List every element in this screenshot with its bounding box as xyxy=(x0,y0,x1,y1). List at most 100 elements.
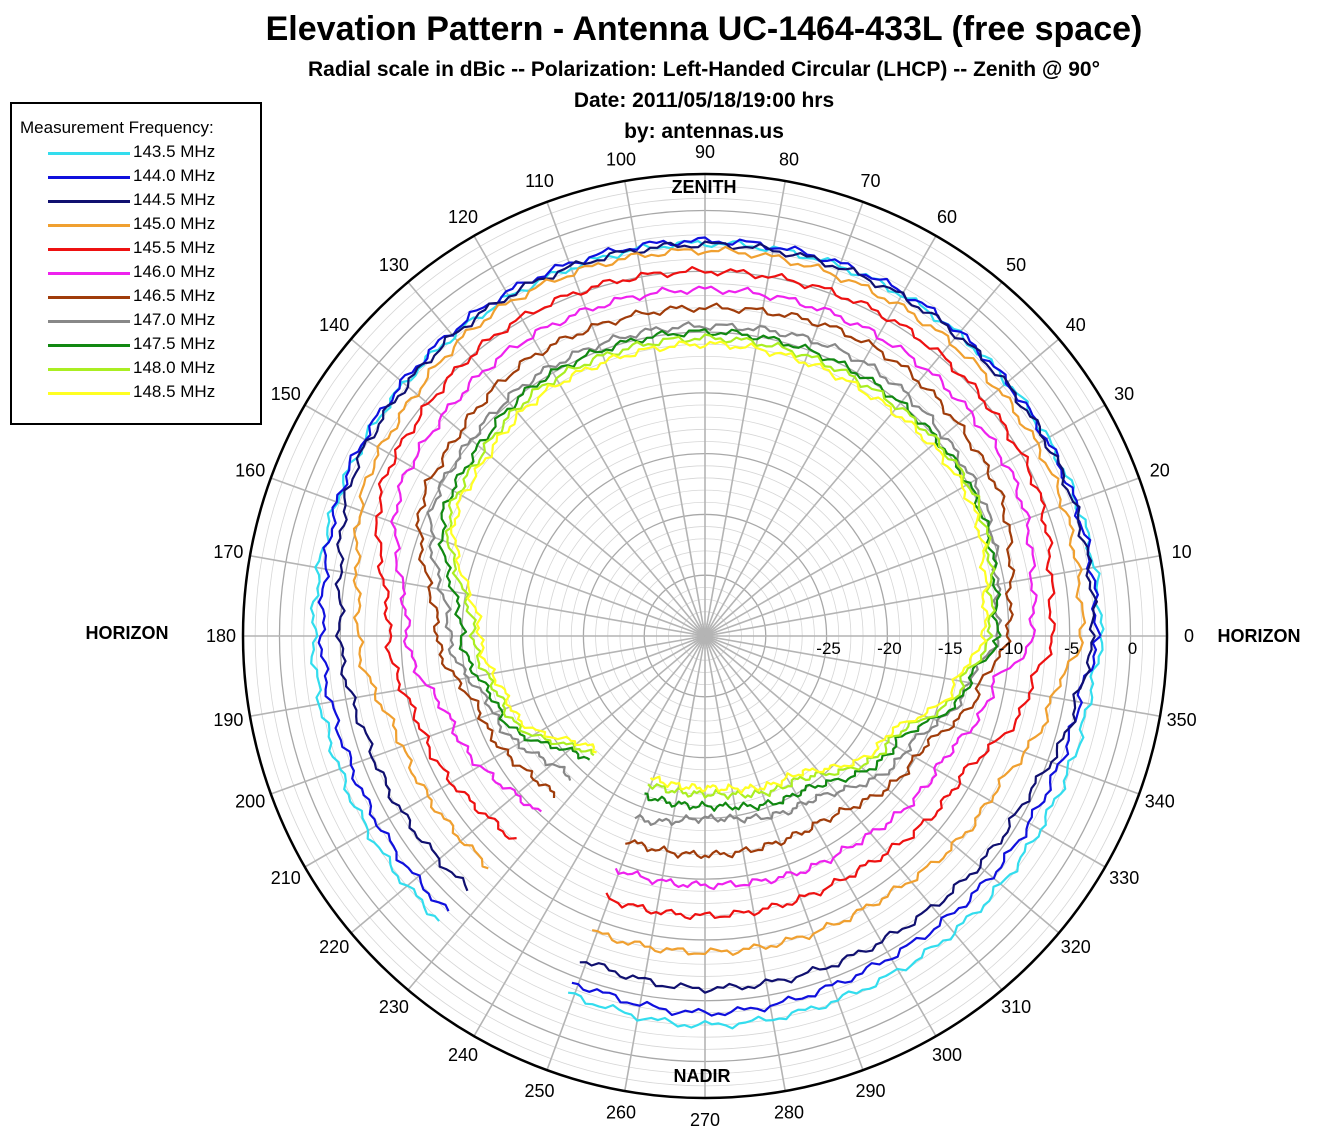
angle-tick-label: 150 xyxy=(271,384,301,404)
grid-spoke xyxy=(350,338,706,637)
chart-subtitle-author: by: antennas.us xyxy=(624,120,784,143)
legend-entry: 146.5 MHz xyxy=(48,286,258,310)
angle-tick-label: 110 xyxy=(525,171,554,191)
labels-layer: 0 10 20 30 40 50 60 70 80 90 100 110 120 130 140 150 160… xyxy=(206,142,1197,1130)
legend-swatch xyxy=(48,296,130,299)
series-line-1475 xyxy=(437,328,1002,812)
grid-spoke xyxy=(270,635,706,795)
grid-spoke xyxy=(473,635,706,1037)
polar-grid xyxy=(241,172,1169,1100)
grid-spoke xyxy=(704,635,864,1071)
legend-swatch xyxy=(48,320,130,323)
legend-title: Measurement Frequency: xyxy=(20,118,214,137)
zenith-label: ZENITH xyxy=(672,177,737,197)
legend-entry: 148.5 MHz xyxy=(48,382,258,406)
series-line-1435 xyxy=(309,239,1105,1030)
grid-spoke xyxy=(407,635,706,991)
grid-spoke xyxy=(704,635,1003,991)
legend-label: 146.0 MHz xyxy=(133,262,216,281)
angle-tick-label: 130 xyxy=(379,255,409,275)
legend-entry: 144.5 MHz xyxy=(48,190,258,214)
angle-tick-label: 240 xyxy=(448,1045,478,1065)
legend-label: 143.5 MHz xyxy=(133,142,216,161)
grid-spoke xyxy=(704,635,787,1092)
radial-tick-label: -10 xyxy=(999,639,1024,658)
grid-spoke xyxy=(623,180,706,637)
angle-tick-label: 270 xyxy=(690,1110,720,1130)
chart-subtitle-date: Date: 2011/05/18/19:00 hrs xyxy=(573,89,835,112)
grid-spoke xyxy=(473,235,706,637)
angle-tick-label: 20 xyxy=(1150,461,1170,481)
grid-spoke xyxy=(270,477,706,637)
radial-tick-label: -5 xyxy=(1064,639,1079,658)
angle-tick-label: 140 xyxy=(319,315,349,335)
radial-tick-label: -15 xyxy=(938,639,963,658)
plot-boundary xyxy=(241,172,1169,1100)
angle-tick-label: 160 xyxy=(235,461,265,481)
angle-tick-label: 180 xyxy=(206,626,236,646)
grid-spoke xyxy=(704,635,1106,868)
legend-entry: 145.5 MHz xyxy=(48,238,258,262)
angle-tick-label: 280 xyxy=(774,1103,804,1123)
angle-tick-label: 230 xyxy=(379,997,409,1017)
series-line-1465 xyxy=(415,302,1016,859)
angle-tick-label: 170 xyxy=(213,542,243,562)
series-layer xyxy=(309,236,1105,1030)
legend-entry: 147.5 MHz xyxy=(48,334,258,358)
legend-swatch xyxy=(48,272,130,275)
chart-subtitle-scale: Radial scale in dBic -- Polarization: Le… xyxy=(308,58,1100,81)
legend-label: 144.5 MHz xyxy=(133,190,216,209)
angle-tick-label: 80 xyxy=(779,149,799,169)
grid-spoke xyxy=(350,635,706,934)
nadir-label: NADIR xyxy=(674,1066,731,1086)
legend-label: 147.5 MHz xyxy=(133,334,216,353)
legend: Measurement Frequency: 143.5 MHz 144.0 MH… xyxy=(10,102,262,425)
horizon-right-label: HORIZON xyxy=(1218,626,1301,646)
angle-tick-label: 120 xyxy=(448,207,478,227)
legend-entry: 147.0 MHz xyxy=(48,310,258,334)
radial-tick-label: -20 xyxy=(877,639,902,658)
grid-spoke xyxy=(304,404,706,637)
legend-label: 147.0 MHz xyxy=(133,310,216,329)
legend-swatch xyxy=(48,248,130,251)
grid-spoke xyxy=(704,201,864,637)
legend-label: 148.0 MHz xyxy=(133,358,216,377)
angle-tick-label: 90 xyxy=(695,142,715,162)
grid-spoke xyxy=(546,635,706,1071)
legend-entry: 143.5 MHz xyxy=(48,142,258,166)
radial-tick-label: 0 xyxy=(1128,639,1137,658)
legend-swatch xyxy=(48,224,130,227)
angle-tick-label: 200 xyxy=(235,792,265,812)
grid-spoke xyxy=(704,281,1003,637)
angle-tick-label: 0 xyxy=(1184,626,1194,646)
legend-label: 148.5 MHz xyxy=(133,382,216,401)
legend-swatch xyxy=(48,368,130,371)
legend-entry: 144.0 MHz xyxy=(48,166,258,190)
series-line-1485 xyxy=(450,340,990,795)
legend-entry: 148.0 MHz xyxy=(48,358,258,382)
series-line-1460 xyxy=(390,285,1038,891)
angle-tick-label: 40 xyxy=(1066,315,1086,335)
legend-swatch xyxy=(48,392,130,395)
angle-tick-label: 30 xyxy=(1114,384,1134,404)
legend-swatch xyxy=(48,176,130,179)
legend-swatch xyxy=(48,200,130,203)
angle-tick-label: 60 xyxy=(937,207,957,227)
angle-tick-label: 50 xyxy=(1006,255,1026,275)
angle-tick-label: 310 xyxy=(1001,997,1031,1017)
series-line-1455 xyxy=(374,266,1056,920)
chart-title: Elevation Pattern - Antenna UC-1464-433L… xyxy=(265,10,1143,48)
series-line-1450 xyxy=(352,245,1087,956)
legend-label: 144.0 MHz xyxy=(133,166,216,185)
grid-spoke xyxy=(704,554,1161,637)
grid-spoke xyxy=(623,635,706,1092)
legend-entry: 146.0 MHz xyxy=(48,262,258,286)
angle-tick-label: 330 xyxy=(1109,868,1139,888)
series-line-1480 xyxy=(444,333,996,800)
angle-tick-label: 210 xyxy=(271,868,301,888)
angle-tick-label: 10 xyxy=(1172,542,1192,562)
angle-tick-label: 320 xyxy=(1061,937,1091,957)
angle-tick-label: 250 xyxy=(524,1081,554,1101)
angle-tick-label: 260 xyxy=(606,1103,636,1123)
